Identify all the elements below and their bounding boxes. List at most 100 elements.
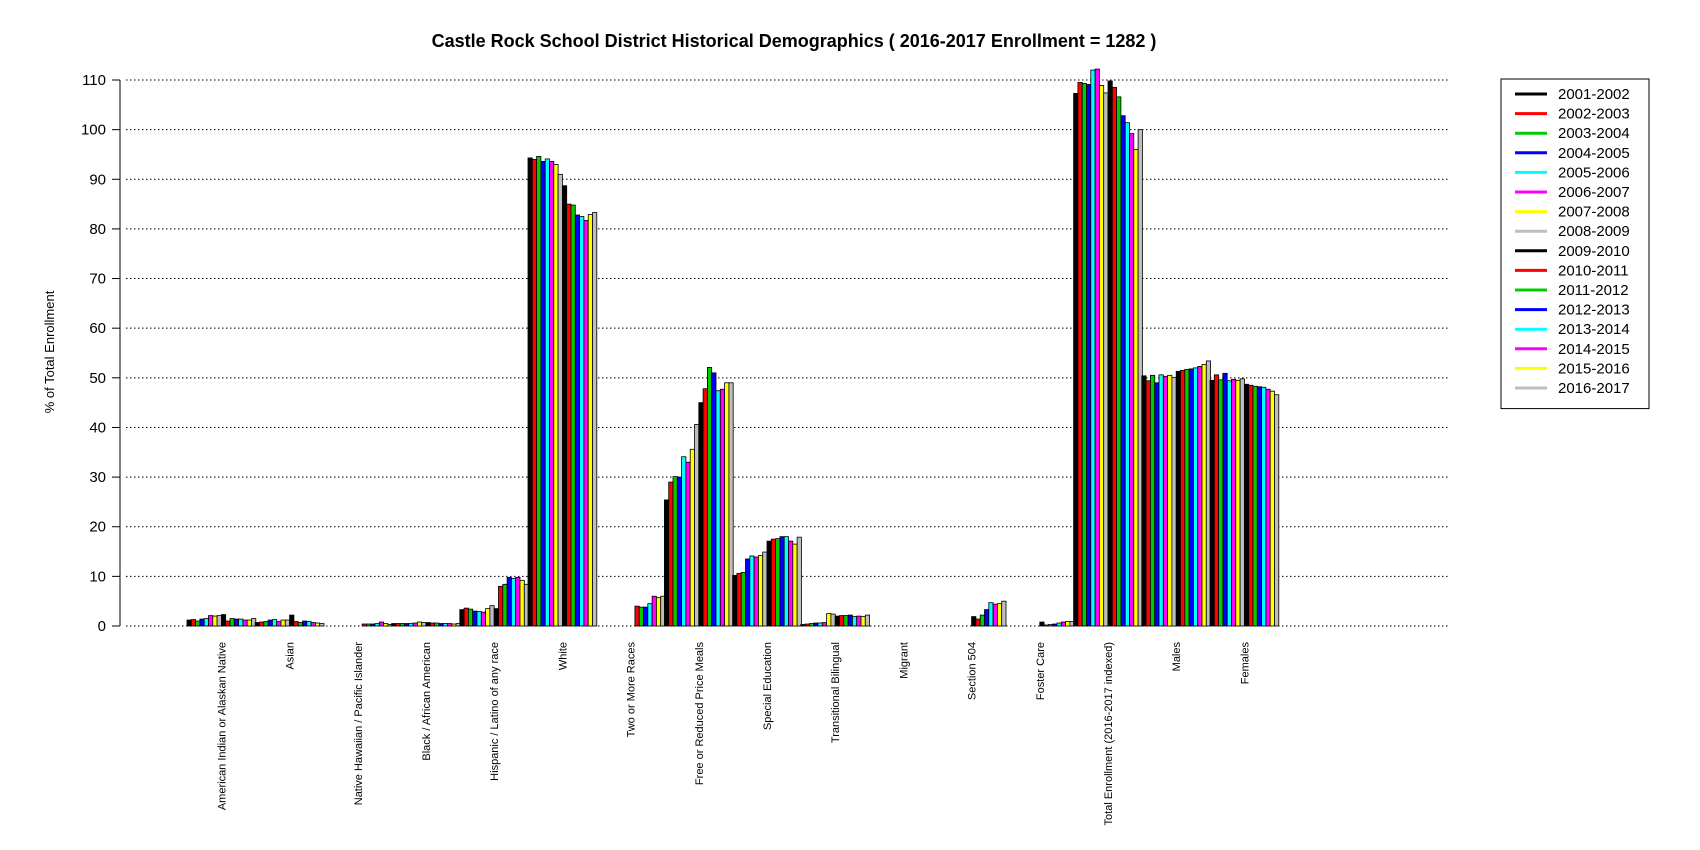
bar [562, 185, 568, 627]
bar [208, 615, 214, 627]
bar [971, 616, 977, 627]
bar [1256, 386, 1263, 627]
bar [821, 622, 827, 627]
legend-entry: 2014-2015 [1558, 341, 1630, 358]
bar [1133, 149, 1139, 627]
bar [740, 571, 746, 627]
y-tick-label: 10 [89, 568, 106, 585]
bar [800, 624, 806, 627]
x-category-label: Females [1239, 642, 1251, 685]
bar [988, 602, 994, 627]
x-category-label: Total Enrollment (2016-2017 indexed) [1103, 642, 1115, 825]
bar [1248, 384, 1254, 627]
bar [297, 622, 303, 627]
y-tick-label: 110 [82, 72, 106, 89]
bar [647, 603, 653, 627]
bar [263, 621, 269, 627]
x-category-label: Special Education [762, 642, 774, 730]
bar [425, 622, 431, 627]
bar [485, 608, 491, 627]
bar [719, 388, 725, 627]
bar [681, 456, 687, 627]
bar [1111, 87, 1118, 627]
legend-entry: 2001-2002 [1558, 86, 1630, 103]
bar [1090, 69, 1096, 627]
y-tick-label: 80 [89, 221, 106, 238]
bar [498, 585, 504, 627]
bar [190, 619, 197, 627]
bar [1145, 380, 1151, 627]
bar [724, 382, 730, 627]
bar [1056, 622, 1062, 627]
bar [992, 603, 998, 627]
bar [1094, 68, 1100, 627]
bar [1265, 388, 1271, 627]
legend-entry: 2008-2009 [1558, 223, 1630, 240]
bar [1201, 364, 1207, 627]
bar [378, 621, 384, 627]
legend-entry: 2011-2012 [1558, 282, 1629, 299]
bar [1103, 92, 1109, 627]
bar [804, 623, 810, 627]
bar [1269, 390, 1275, 627]
bar [429, 622, 435, 627]
bar [830, 613, 836, 627]
bar [216, 615, 222, 627]
x-category-label: Free or Reduced Price Meals [694, 642, 706, 786]
bar [557, 173, 563, 627]
bar [843, 615, 849, 627]
bar [1197, 366, 1203, 627]
bar [698, 402, 704, 627]
bar [391, 623, 397, 627]
bar [736, 572, 742, 627]
bar [1001, 600, 1007, 627]
x-axis-category-labels: American Indian or Alaskan Native Asian Na… [216, 642, 1251, 826]
bar [766, 540, 772, 627]
bar [480, 611, 486, 627]
legend-entry: 2012-2013 [1558, 302, 1630, 319]
bar [1167, 374, 1173, 627]
bar [1274, 394, 1280, 627]
bar [447, 623, 453, 627]
bar [1052, 623, 1058, 627]
bar [310, 622, 316, 627]
bar [715, 390, 721, 627]
bar [834, 615, 840, 627]
bar [302, 620, 308, 627]
bar [583, 220, 589, 627]
bar [984, 609, 990, 627]
bar [758, 555, 764, 627]
legend-entry: 2003-2004 [1558, 125, 1630, 142]
y-axis-label: % of Total Enrollment [42, 290, 57, 413]
bar [242, 619, 248, 627]
bar [1171, 376, 1177, 627]
bar [306, 621, 312, 627]
x-category-label: Hispanic / Latino of any race [489, 642, 501, 781]
bar [229, 618, 235, 627]
legend-entry: 2005-2006 [1558, 164, 1630, 181]
bar [566, 203, 572, 627]
legend-entry: 2016-2017 [1558, 380, 1630, 397]
bar [199, 618, 205, 627]
bar [540, 161, 546, 627]
bar [434, 622, 440, 627]
y-tick-label: 0 [98, 618, 106, 635]
bar [220, 614, 227, 627]
bar [643, 606, 649, 627]
bar [847, 614, 853, 627]
bar [404, 623, 410, 627]
x-category-label: Asian [285, 642, 297, 670]
legend-entry: 2013-2014 [1558, 321, 1630, 338]
bar [489, 605, 495, 627]
bar [975, 618, 981, 627]
x-category-label: Transitional Bilingual [830, 642, 842, 743]
bar [1107, 80, 1113, 627]
y-tick-label: 60 [89, 320, 106, 337]
x-category-label: Section 504 [967, 642, 979, 700]
bar [416, 621, 423, 627]
bar [1213, 374, 1220, 627]
bar [383, 623, 389, 627]
y-tick-label: 20 [89, 519, 106, 536]
bar [668, 481, 674, 627]
bar [809, 623, 815, 627]
